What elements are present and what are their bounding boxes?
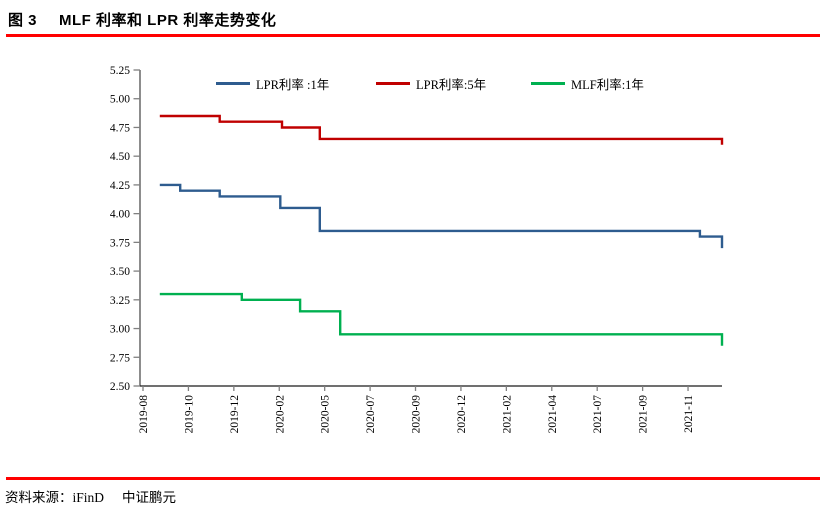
x-tick-label: 2020-07 [365,395,377,434]
x-tick-label: 2019-08 [138,395,150,434]
legend-swatch [216,81,250,85]
figure-number: 图 3 [8,12,38,29]
y-tick-label: 2.75 [110,352,130,364]
x-tick-label: 2021-04 [547,395,559,434]
source-note: 资料来源：iFinD 中证鹏元 [5,486,176,506]
legend-item: LPR利率:5年 [376,76,487,92]
x-tick-label: 2020-12 [456,395,468,434]
figure-title: 图 3 MLF 利率和 LPR 利率走势变化 [8,9,276,30]
legend-label: MLF利率:1年 [571,77,644,92]
y-tick-label: 3.25 [110,295,130,307]
legend-item: MLF利率:1年 [531,76,644,92]
legend-item: LPR利率 :1年 [216,76,330,92]
x-tick-label: 2019-10 [183,395,195,434]
series-line [159,114,724,145]
y-tick-label: 5.25 [110,65,130,77]
y-tick-label: 3.00 [110,324,130,336]
y-tick-label: 3.50 [110,266,130,278]
x-tick-label: 2020-05 [320,395,332,434]
x-tick-label: 2021-11 [683,395,695,433]
source-label: 资料来源：iFinD [5,490,105,505]
chart-legend: LPR利率 :1年 LPR利率:5年 MLF利率:1年 [0,76,826,92]
footer-rule [6,477,820,480]
series-line [159,292,724,346]
x-tick-label: 2021-02 [501,395,513,434]
x-tick-label: 2020-09 [411,395,423,434]
y-tick-label: 2.50 [110,381,130,393]
y-tick-label: 4.25 [110,180,130,192]
x-tick-label: 2019-12 [229,395,241,434]
legend-swatch [376,81,410,85]
source-org: 中证鹏元 [122,490,177,505]
y-tick-label: 5.00 [110,94,130,106]
figure-title-text: MLF 利率和 LPR 利率走势变化 [59,12,277,29]
series-line [159,183,724,249]
x-tick-label: 2021-07 [592,395,604,434]
legend-label: LPR利率 :1年 [256,77,330,92]
x-tick-label: 2021-09 [638,395,650,434]
y-tick-label: 4.75 [110,122,130,134]
title-underline [6,34,820,37]
legend-label: LPR利率:5年 [416,77,487,92]
y-tick-label: 4.50 [110,151,130,163]
legend-swatch [531,81,565,85]
y-tick-label: 3.75 [110,237,130,249]
chart-area: 5.25 5.00 4.75 4.50 4.25 4.00 3.75 3.50 3.25 3.00… [0,55,826,475]
y-tick-label: 4.00 [110,209,130,221]
x-tick-label: 2020-02 [274,395,286,434]
rate-trend-chart: 5.25 5.00 4.75 4.50 4.25 4.00 3.75 3.50 3.25 3.00… [110,65,724,434]
